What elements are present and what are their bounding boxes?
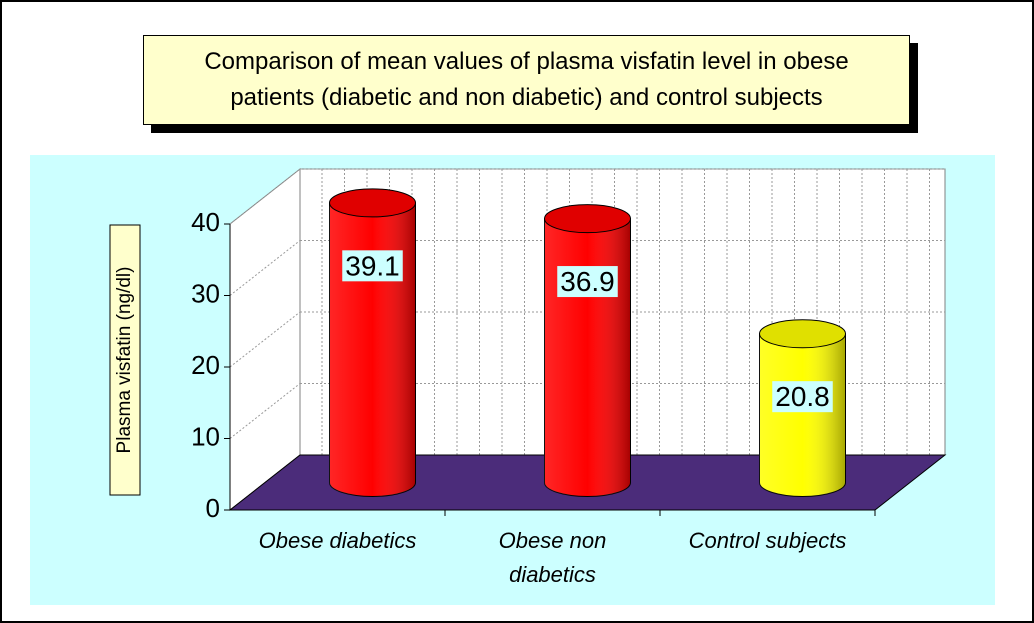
value-label: 39.1 [345,250,400,281]
bar-top-shade [759,319,846,348]
grid-line-side [229,240,301,296]
y-label-box [109,224,141,496]
bar-shade [759,333,846,497]
bar-shade [329,202,416,497]
bar-top-shade [544,204,631,233]
bar-top [544,204,631,234]
value-label-box [772,381,833,413]
grid-line-side [229,383,301,439]
x-tick-label: Obese non diabetics [498,528,607,587]
bar-shade [544,218,631,497]
value-label-box [557,266,618,298]
y-tick-label: 20 [191,350,220,380]
bar-top [759,319,846,349]
value-label: 36.9 [560,266,615,297]
x-tick-label: Control subjects [688,528,847,553]
x-tick-label: Obese diabetics [258,528,417,553]
bar-top-shade [329,188,416,217]
value-label-box [342,250,403,282]
y-tick-label: 40 [191,207,220,237]
y-tick-label: 10 [191,421,220,451]
grid-line-side [229,168,301,225]
y-axis-label: Plasma visfatin (ng/dl) [114,267,135,454]
chart-title: Comparison of mean values of plasma visf… [143,35,910,125]
y-tick-label: 0 [206,493,220,523]
bar-top [329,188,416,218]
y-tick-label: 30 [191,278,220,308]
value-label: 20.8 [775,381,830,412]
grid-line-side [229,311,301,368]
